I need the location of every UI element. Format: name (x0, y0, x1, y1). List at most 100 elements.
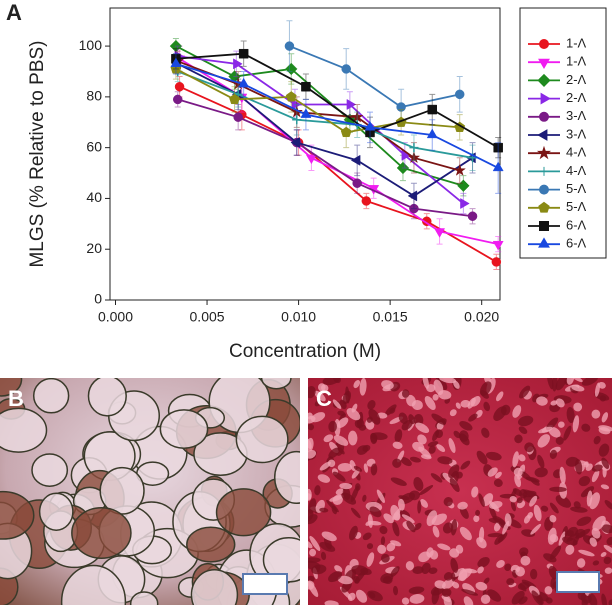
cell (441, 578, 455, 590)
cell (383, 513, 394, 524)
data-point (426, 128, 438, 139)
data-point (290, 105, 304, 118)
cell (379, 525, 388, 535)
cell (458, 569, 468, 582)
cell (405, 561, 415, 571)
cell (347, 592, 356, 601)
cell (428, 445, 436, 454)
cell (409, 456, 421, 463)
cell (428, 567, 438, 574)
cell (483, 401, 491, 412)
cell (323, 434, 334, 443)
cell (546, 378, 554, 390)
cell (573, 501, 581, 509)
cell (512, 405, 522, 418)
cell (427, 441, 439, 447)
cell (412, 441, 425, 452)
cell (572, 415, 580, 433)
x-tick-label: 0.000 (98, 309, 133, 325)
series-line (177, 63, 474, 197)
cell (439, 378, 457, 384)
cell (71, 507, 132, 559)
cell (518, 547, 529, 556)
cell (549, 502, 559, 514)
cell (353, 380, 361, 389)
data-point (361, 196, 372, 206)
data-point (350, 154, 361, 166)
cell (529, 495, 538, 507)
data-point (238, 48, 249, 59)
cell (346, 408, 361, 421)
cell (308, 514, 318, 525)
data-point (285, 91, 297, 102)
data-point (427, 104, 438, 115)
cell (260, 378, 292, 390)
cell (593, 435, 601, 445)
cell (571, 384, 585, 392)
cell (337, 410, 346, 416)
series-line (179, 58, 499, 246)
cell (435, 378, 448, 391)
cell (369, 506, 382, 518)
cell (555, 436, 564, 445)
cell (476, 537, 487, 549)
cell (392, 458, 402, 468)
data-point (457, 179, 470, 192)
cell (190, 569, 239, 605)
cell (376, 489, 385, 503)
cell (437, 543, 451, 551)
series-line (175, 62, 499, 169)
cell (308, 423, 315, 431)
cell (478, 493, 485, 508)
cell (487, 589, 502, 602)
cell (461, 589, 479, 596)
cell (215, 488, 272, 537)
cell (549, 486, 567, 493)
cell (319, 507, 329, 513)
data-point (341, 64, 351, 74)
cell (390, 504, 401, 521)
y-tick-label: 20 (86, 240, 102, 256)
cell (431, 587, 440, 605)
cell (468, 413, 478, 422)
cell (436, 444, 446, 452)
cell (476, 450, 488, 465)
cell (545, 597, 553, 604)
cell (591, 469, 600, 483)
cell (0, 407, 48, 453)
cell (483, 577, 490, 585)
cell (514, 474, 522, 488)
x-axis-label: Concentration (M) (229, 341, 381, 362)
data-point (290, 137, 300, 149)
cell (516, 497, 523, 504)
legend-marker (538, 201, 550, 213)
cell (393, 585, 399, 596)
y-tick-label: 40 (86, 189, 102, 205)
cell (524, 442, 535, 453)
cell (451, 572, 456, 582)
cell (355, 589, 368, 603)
panel-label: A (6, 0, 22, 25)
cell (432, 525, 440, 538)
panel-label: C (316, 386, 332, 411)
cell (576, 558, 586, 568)
cell (493, 522, 501, 532)
cell (578, 549, 595, 557)
x-tick-label: 0.020 (464, 309, 499, 325)
cell (467, 397, 476, 409)
cell (363, 463, 369, 473)
cell (555, 398, 565, 408)
legend-marker (537, 129, 548, 141)
cell (433, 379, 444, 396)
cell (400, 456, 412, 467)
data-point (407, 151, 421, 164)
cell (530, 523, 542, 535)
cell (603, 556, 612, 565)
cell (578, 476, 591, 487)
data-point (233, 112, 243, 122)
cell (481, 427, 490, 438)
cell (475, 581, 488, 591)
cell (370, 434, 378, 445)
cell (398, 498, 405, 511)
cell (339, 413, 346, 421)
